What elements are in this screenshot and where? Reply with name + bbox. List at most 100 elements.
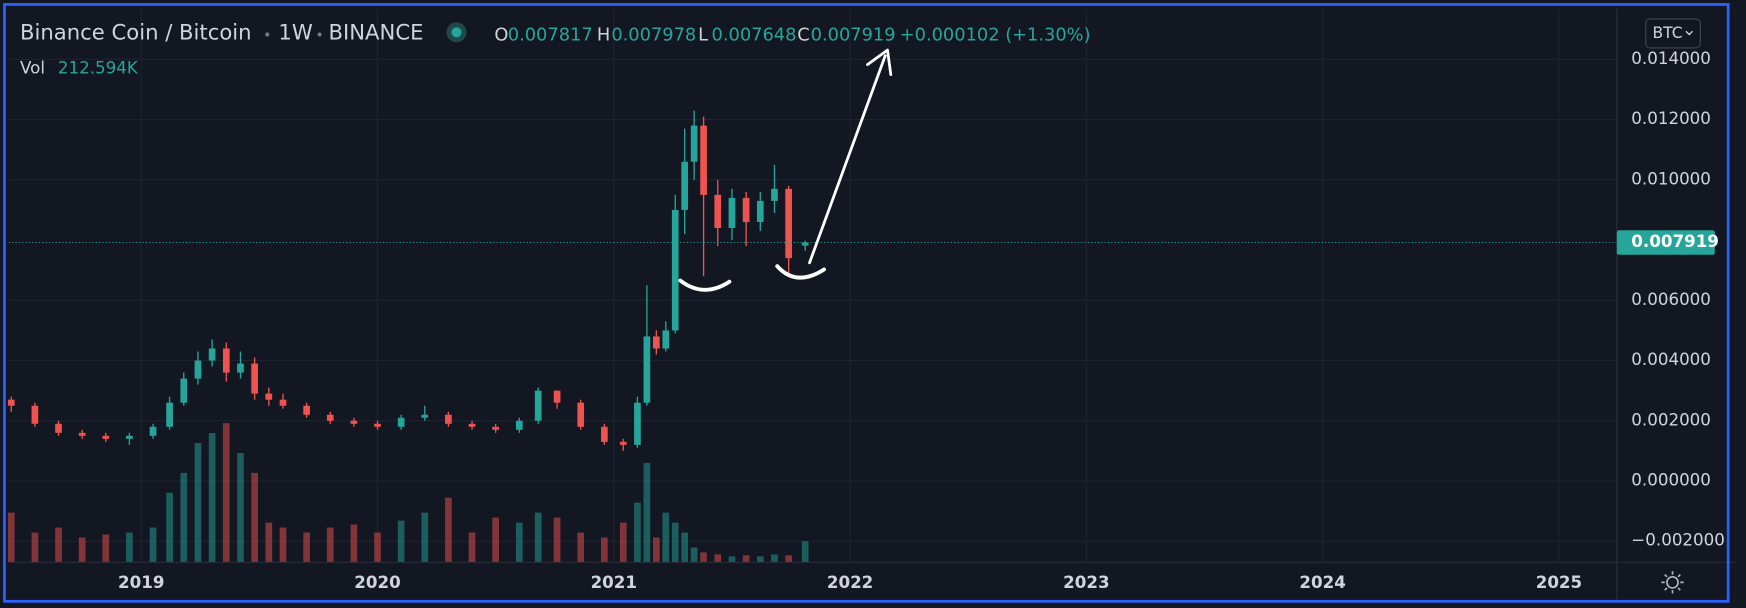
candle-body bbox=[662, 330, 670, 349]
volume-bar bbox=[515, 522, 523, 563]
candle-body bbox=[601, 426, 608, 442]
y-tick-label: 0.006000 bbox=[1631, 289, 1711, 309]
candle-body bbox=[166, 402, 173, 427]
x-tick-label: 2020 bbox=[354, 572, 400, 592]
volume-bar bbox=[350, 524, 358, 563]
candle-body bbox=[421, 414, 429, 418]
volume-bar bbox=[222, 423, 230, 563]
volume-bar bbox=[279, 527, 287, 563]
settings-icon[interactable] bbox=[1666, 575, 1679, 589]
focus-border bbox=[3, 3, 1730, 603]
candle-body bbox=[265, 393, 273, 400]
volume-bar bbox=[801, 541, 809, 563]
volume-bar bbox=[251, 472, 258, 563]
volume-bar bbox=[166, 492, 173, 563]
volume-bar bbox=[421, 512, 429, 563]
ohlc-label: C bbox=[797, 25, 809, 46]
x-tick-label: 2024 bbox=[1299, 572, 1345, 592]
volume-bar bbox=[553, 517, 561, 563]
y-tick-label: 0.012000 bbox=[1631, 108, 1711, 128]
x-tick-label: 2019 bbox=[118, 572, 164, 592]
candle-body bbox=[303, 405, 310, 415]
volume-bar bbox=[785, 555, 792, 563]
ohlc-label: H bbox=[597, 25, 610, 46]
candle-body bbox=[801, 242, 809, 246]
volume-bar bbox=[662, 512, 670, 563]
x-tick-label: 2025 bbox=[1536, 572, 1582, 592]
candle-body bbox=[515, 420, 523, 430]
ohlc-label: O bbox=[494, 25, 508, 46]
volume-bar bbox=[652, 537, 660, 563]
candle-body bbox=[577, 402, 585, 427]
volume-bar bbox=[7, 512, 15, 563]
volume-bar bbox=[601, 537, 608, 563]
candle-body bbox=[7, 399, 15, 406]
candle-body bbox=[756, 200, 764, 222]
candle-body bbox=[652, 336, 660, 349]
candle-body bbox=[643, 336, 651, 403]
candle-body bbox=[671, 209, 679, 331]
ohlc-label: L bbox=[698, 25, 708, 46]
volume-bar bbox=[102, 534, 110, 563]
volume-bar bbox=[78, 537, 86, 563]
volume-bar bbox=[374, 532, 381, 563]
candle-body bbox=[55, 423, 62, 433]
candle-body bbox=[208, 348, 216, 361]
volume-bar bbox=[742, 555, 750, 563]
volume-label: Vol bbox=[20, 58, 45, 78]
candle-body bbox=[251, 363, 258, 394]
volume-bar bbox=[265, 522, 273, 563]
candle-body bbox=[397, 417, 405, 427]
grid bbox=[8, 8, 1617, 563]
volume-bar bbox=[643, 462, 651, 563]
candle-body bbox=[492, 426, 499, 430]
candle-body bbox=[445, 414, 452, 424]
candle-body bbox=[222, 348, 230, 373]
candle-body bbox=[326, 414, 334, 421]
volume-bar bbox=[577, 532, 585, 563]
candle-body bbox=[350, 420, 358, 424]
volume-bar bbox=[180, 472, 188, 563]
x-tick-label: 2021 bbox=[591, 572, 637, 592]
volume-bar bbox=[31, 532, 39, 563]
candle-body bbox=[700, 125, 707, 195]
volume-bar bbox=[690, 547, 698, 563]
volume-value: 212.594K bbox=[58, 58, 139, 78]
candles bbox=[7, 110, 1617, 451]
volume-bar bbox=[671, 522, 679, 563]
y-tick-label: 0.000000 bbox=[1631, 470, 1711, 490]
y-tick-label: 0.004000 bbox=[1631, 349, 1711, 369]
volume-bar bbox=[619, 522, 627, 563]
y-tick-label: 0.010000 bbox=[1631, 168, 1711, 188]
volume-bar bbox=[700, 552, 707, 563]
currency-button[interactable] bbox=[1645, 18, 1701, 49]
candle-body bbox=[714, 194, 722, 229]
volume-bar bbox=[492, 517, 499, 563]
candle-body bbox=[31, 405, 39, 424]
volume-bar bbox=[728, 556, 736, 563]
volume-bar bbox=[634, 502, 641, 563]
volume-bar bbox=[397, 520, 405, 563]
candle-body bbox=[690, 125, 698, 162]
volume-bar bbox=[445, 497, 452, 563]
candle-body bbox=[553, 390, 561, 403]
last-price-label: 0.007919 bbox=[1631, 231, 1719, 251]
exchange: BINANCE bbox=[328, 19, 423, 44]
candle-body bbox=[634, 402, 641, 445]
ohlc-value: 0.007817 bbox=[508, 25, 593, 46]
candle-body bbox=[237, 363, 244, 373]
annotation-arrow bbox=[808, 54, 887, 265]
volume-bar bbox=[714, 554, 722, 563]
ohlc-value: 0.007978 bbox=[611, 25, 696, 46]
ohlc-value: 0.007648 bbox=[712, 25, 797, 46]
candle-body bbox=[619, 441, 627, 445]
ohlc-value: 0.007919 bbox=[811, 25, 896, 46]
annotation-arc bbox=[775, 264, 826, 280]
volume-bar bbox=[149, 527, 157, 563]
candle-body bbox=[102, 435, 110, 439]
volume-bar bbox=[303, 532, 310, 563]
candle-body bbox=[728, 197, 736, 229]
